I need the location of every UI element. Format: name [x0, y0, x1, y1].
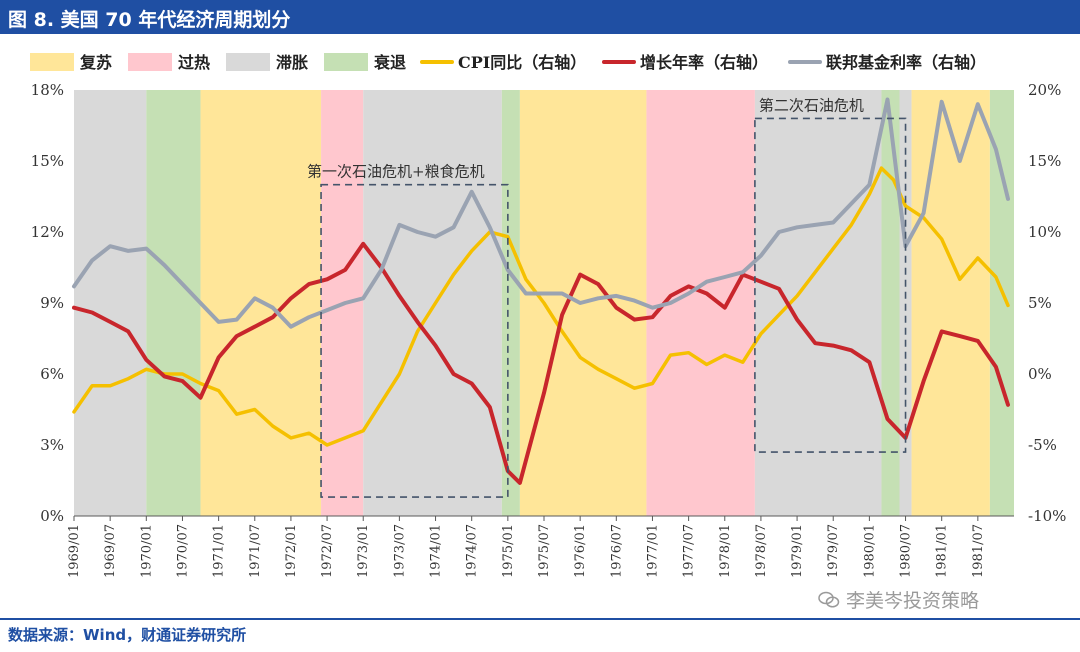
y-left-tick-label: 18% [31, 81, 64, 99]
legend-label-growth: 增长年率（右轴） [640, 53, 768, 72]
y-right-tick-label: 10% [1028, 223, 1061, 241]
legend-label-recession: 衰退 [373, 53, 406, 72]
y-right-tick-label: 0% [1028, 365, 1052, 383]
x-tick-label: 1971/07 [248, 524, 263, 578]
x-tick-label: 1970/01 [139, 524, 154, 578]
x-tick-label: 1973/07 [392, 524, 407, 578]
x-tick-label: 1977/01 [645, 524, 660, 578]
source-note: 数据来源：Wind，财通证券研究所 [8, 626, 247, 644]
y-left-tick-label: 3% [40, 436, 64, 454]
x-tick-label: 1980/07 [899, 524, 914, 578]
series-line-growth [72, 241, 1010, 485]
title-bar: 图 8. 美国 70 年代经济周期划分 [0, 0, 1080, 34]
x-tick-label: 1970/07 [175, 524, 190, 578]
legend-label-fed: 联邦基金利率（右轴） [826, 53, 986, 72]
legend-swatch-recession [324, 53, 368, 71]
y-left-tick-label: 0% [40, 507, 64, 525]
wechat-icon [818, 591, 840, 609]
y-left-tick-label: 15% [31, 152, 64, 170]
legend-swatch-overheat [128, 53, 172, 71]
x-tick-label: 1975/07 [537, 524, 552, 578]
x-tick-label: 1978/07 [754, 524, 769, 578]
y-left-tick-label: 9% [40, 294, 64, 312]
series-line-fed [72, 97, 1010, 329]
x-tick-label: 1976/01 [573, 524, 588, 578]
x-tick-label: 1980/01 [862, 524, 877, 578]
y-right-tick-label: 5% [1028, 294, 1052, 312]
phase-bands [74, 90, 1014, 516]
annotation-box [754, 117, 907, 453]
phase-band-stagflation [74, 90, 147, 516]
annotation-box [320, 183, 509, 498]
x-tick-label: 1972/01 [284, 524, 299, 578]
y-left-tick-label: 12% [31, 223, 64, 241]
figure-title: 图 8. 美国 70 年代经济周期划分 [8, 9, 291, 31]
x-tick-label: 1976/07 [609, 524, 624, 578]
x-tick-label: 1978/01 [718, 524, 733, 578]
y-right-tick-label: -5% [1028, 436, 1057, 454]
x-tick-label: 1973/01 [356, 524, 371, 578]
legend-swatch-recovery [30, 53, 74, 71]
x-tick-label: 1974/01 [429, 524, 444, 578]
annotation-label: 第一次石油危机+粮食危机 [307, 163, 485, 181]
watermark-text: 李美岑投资策略 [846, 590, 980, 612]
phase-band-recession [501, 90, 520, 516]
x-tick-label: 1981/07 [971, 524, 986, 578]
axes: 0% 3% 6% 9% 12% 15% 18% -10% -5% 0% 5% 10% 15% 20% 196… [31, 81, 1067, 578]
series-lines [72, 97, 1010, 485]
x-tick-label: 1981/01 [935, 524, 950, 578]
series-line-cpi [72, 166, 1010, 447]
x-tick-label: 1969/07 [103, 524, 118, 578]
legend-label-overheat: 过热 [178, 53, 210, 72]
phase-band-stagflation [754, 90, 882, 516]
phase-band-stagflation [363, 90, 502, 516]
legend-label-stagflation: 滞胀 [276, 53, 308, 72]
x-tick-label: 1972/07 [320, 524, 335, 578]
annotation-label: 第二次石油危机 [759, 96, 864, 114]
legend: 复苏 过热 滞胀 衰退 CPI同比（右轴） 增长年率（右轴） 联邦基金利率（右轴） [30, 53, 986, 72]
y-left-tick-label: 6% [40, 365, 64, 383]
x-tick-label: 1969/01 [67, 524, 82, 578]
phase-band-recession [146, 90, 201, 516]
footer-divider [0, 618, 1080, 620]
watermark: 李美岑投资策略 [818, 586, 979, 613]
x-tick-label: 1971/01 [212, 524, 227, 578]
phase-band-recession [989, 90, 1014, 516]
x-tick-label: 1974/07 [465, 524, 480, 578]
x-tick-label: 1979/07 [826, 524, 841, 578]
y-right-tick-label: 20% [1028, 81, 1061, 99]
chart-canvas: 复苏 过热 滞胀 衰退 CPI同比（右轴） 增长年率（右轴） 联邦基金利率（右轴） 0% 3%… [30, 53, 1067, 578]
x-tick-label: 1975/01 [501, 524, 516, 578]
x-tick-label: 1977/07 [682, 524, 697, 578]
annotation-boxes: 第一次石油危机+粮食危机 第二次石油危机 [307, 96, 907, 498]
legend-label-recovery: 复苏 [79, 53, 112, 72]
y-right-tick-label: -10% [1028, 507, 1066, 525]
phase-band-recovery [911, 90, 990, 516]
legend-label-cpi: CPI同比（右轴） [458, 53, 586, 72]
x-tick-label: 1979/01 [790, 524, 805, 578]
legend-swatch-stagflation [226, 53, 270, 71]
y-right-tick-label: 15% [1028, 152, 1061, 170]
